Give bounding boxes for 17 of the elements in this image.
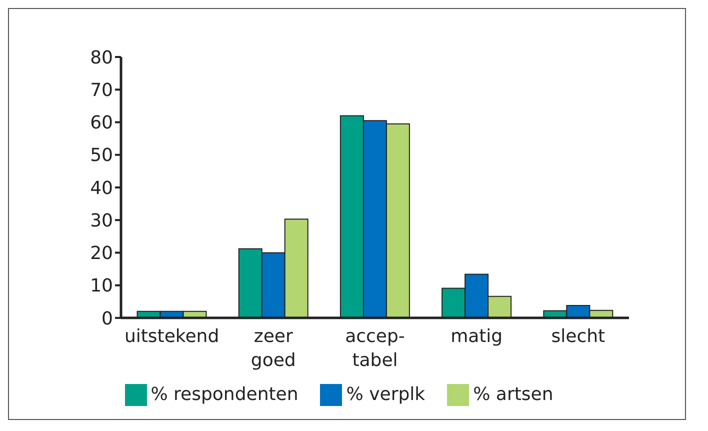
legend-label: % artsen <box>473 384 554 405</box>
y-tick-label: 20 <box>90 243 113 264</box>
y-tick-label: 70 <box>90 80 113 102</box>
y-tick-label: 50 <box>90 145 113 166</box>
y-tick-label: 80 <box>90 47 113 68</box>
x-tick-label: zeer goed <box>250 326 296 371</box>
legend-label: % verplk <box>346 384 426 405</box>
x-tick-label: accep- tabel <box>345 326 405 371</box>
x-tick-label: uitstekend <box>124 326 220 347</box>
y-tick-label: 10 <box>90 276 113 297</box>
x-tick-label: slecht <box>551 326 606 347</box>
y-tick-label: 60 <box>90 112 113 134</box>
legend-label: % respondenten <box>150 384 298 405</box>
y-tick-label: 40 <box>90 178 113 199</box>
y-tick-label: 30 <box>90 210 113 232</box>
x-tick-label: matig <box>450 326 503 347</box>
y-tick-label: 0 <box>102 308 113 330</box>
